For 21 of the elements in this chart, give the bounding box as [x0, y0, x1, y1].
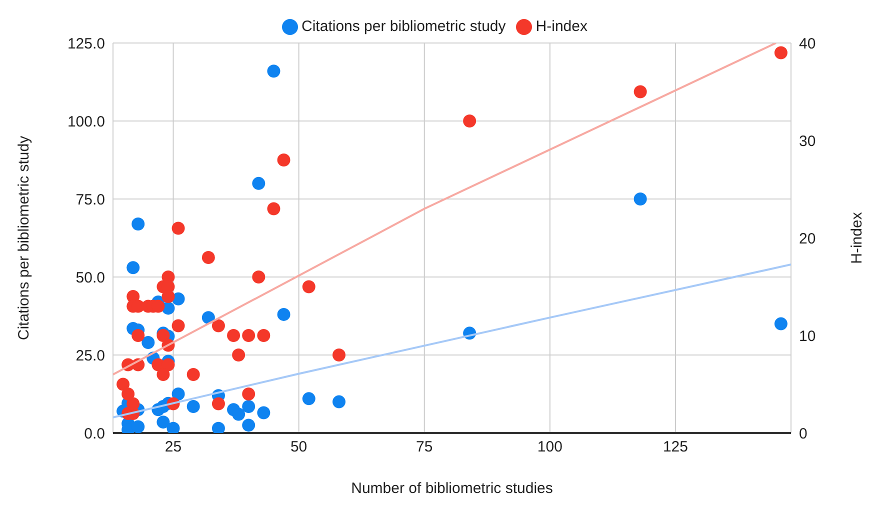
y2-axis-title: H-index — [848, 212, 866, 264]
y2-tick-label: 20 — [799, 230, 816, 248]
y2-tick-label: 10 — [799, 328, 816, 345]
y-tick-label: 100.0 — [67, 113, 105, 130]
x-tick-label: 100 — [537, 438, 562, 456]
x-tick-label: 125 — [662, 438, 688, 456]
y2-tick-label: 30 — [799, 132, 816, 150]
y-axis-title: Citations per bibliometric study — [15, 135, 32, 340]
x-tick-label: 50 — [290, 438, 308, 456]
y-tick-label: 75.0 — [76, 191, 105, 208]
y2-tick-label: 0 — [799, 425, 808, 442]
y-tick-label: 50.0 — [76, 269, 105, 286]
y-tick-label: 125.0 — [67, 35, 105, 52]
y-tick-label: 25.0 — [76, 347, 105, 364]
y-tick-label: 0.0 — [84, 425, 105, 442]
x-axis-title: Number of bibliometric studies — [351, 480, 553, 497]
legend-label: H-index — [536, 18, 588, 35]
x-tick-label: 75 — [416, 438, 433, 456]
x-tick-label: 25 — [164, 438, 182, 456]
y2-tick-label: 40 — [799, 35, 816, 52]
legend-label: Citations per bibliometric study — [302, 18, 506, 35]
